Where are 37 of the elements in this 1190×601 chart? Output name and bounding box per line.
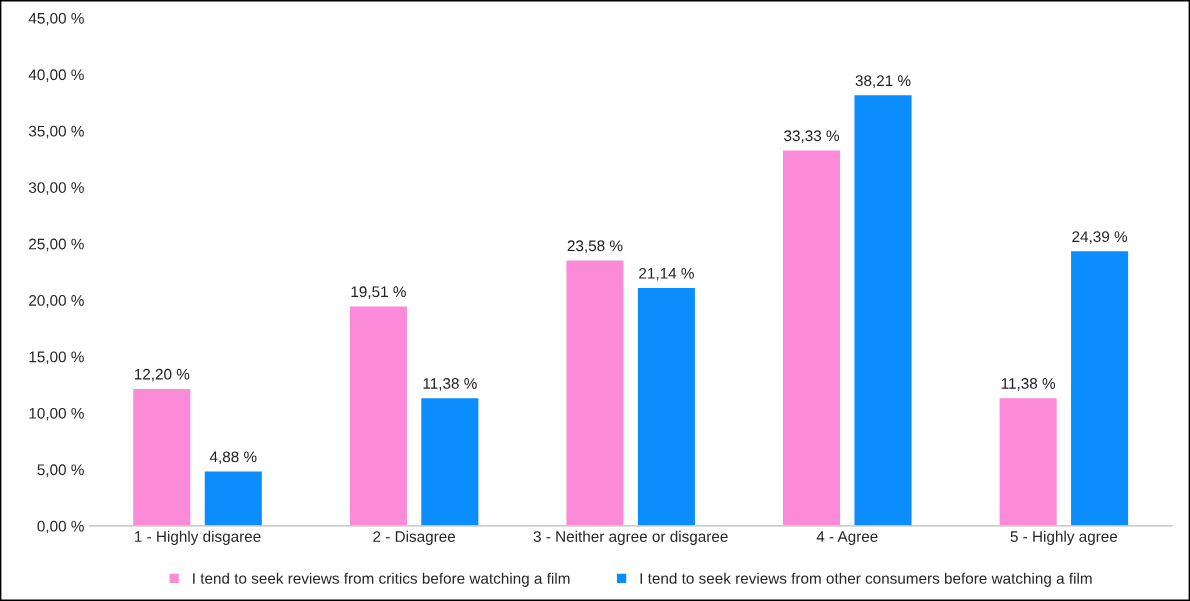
bar	[419, 396, 480, 526]
x-tick-label: 2 - Disagree	[373, 530, 456, 545]
data-label: 23,58 %	[567, 240, 623, 253]
data-label: 11,38 %	[423, 378, 477, 391]
x-tick-label: 1 - Highly disgaree	[135, 530, 261, 545]
x-tick-label: 5 - Highly agree	[1010, 530, 1118, 545]
data-label: 38,21 %	[855, 75, 911, 88]
bar	[998, 396, 1059, 526]
data-label: 24,39 %	[1072, 231, 1128, 244]
legend-label: I tend to seek reviews from critics before watching a film	[193, 572, 570, 587]
y-tick-label: 45,00 %	[28, 12, 84, 26]
bar	[203, 470, 264, 526]
bar	[131, 387, 192, 526]
y-tick-label: 20,00 %	[29, 295, 84, 308]
data-label: 11,38 %	[1001, 378, 1056, 391]
bar	[565, 259, 625, 526]
y-tick-label: 5,00 %	[37, 464, 84, 477]
y-tick-label: 25,00 %	[29, 238, 84, 252]
bar	[853, 93, 913, 526]
bar	[1069, 249, 1130, 526]
bar	[636, 286, 697, 526]
y-tick-label: 30,00 %	[28, 182, 84, 195]
data-label: 12,20 %	[134, 368, 190, 382]
legend-label: I tend to seek reviews from other consumers before watching a film	[640, 572, 1092, 587]
y-tick-label: 35,00 %	[28, 125, 84, 139]
bar	[348, 305, 409, 526]
data-label: 33,33 %	[784, 130, 840, 143]
bar	[781, 149, 842, 526]
y-tick-label: 0,00 %	[37, 520, 84, 534]
data-label: 21,14 %	[639, 267, 694, 281]
x-tick-label: 4 - Agree	[816, 531, 878, 545]
data-label: 4,88 %	[209, 451, 257, 465]
data-label: 19,51 %	[351, 286, 406, 299]
y-tick-label: 10,00 %	[29, 407, 84, 421]
x-tick-label: 3 - Neither agree or disgaree	[533, 530, 728, 545]
y-tick-label: 40,00 %	[28, 69, 84, 82]
y-tick-label: 15,00 %	[29, 351, 84, 365]
